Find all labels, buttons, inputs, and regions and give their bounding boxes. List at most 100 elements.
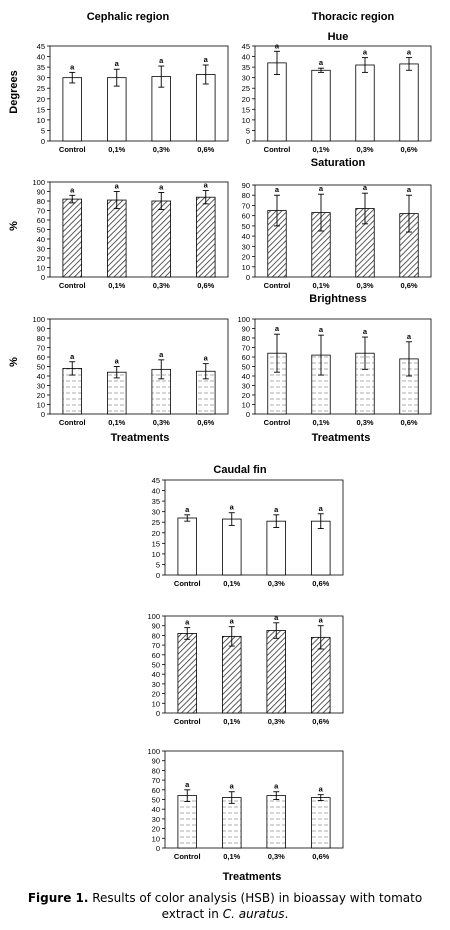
y-tick-label: 70 (37, 344, 45, 353)
x-tick-label: 0,1% (312, 145, 329, 154)
significance-letter: a (274, 505, 279, 514)
bar (222, 797, 242, 849)
x-tick-label: 0,6% (400, 418, 417, 427)
significance-letter: a (319, 325, 324, 334)
y-tick-label: 10 (152, 699, 160, 708)
y-tick-label: 40 (152, 805, 160, 814)
y-tick-label: 0 (41, 410, 45, 419)
x-tick-label: 0,6% (197, 145, 214, 154)
y-tick-label: 45 (152, 476, 160, 485)
y-tick-label: 0 (156, 709, 160, 718)
bar (222, 635, 242, 714)
x-tick-label: 0,1% (108, 281, 125, 290)
significance-letter: a (115, 357, 120, 366)
bar (266, 630, 286, 714)
x-tick-label: 0,3% (356, 418, 373, 427)
bar (151, 200, 171, 278)
caption-label: Figure 1. (27, 891, 89, 905)
y-tick-label: 100 (32, 315, 45, 324)
significance-letter: a (407, 185, 412, 194)
significance-letter: a (275, 324, 280, 333)
significance-letter: a (70, 62, 75, 71)
significance-letter: a (319, 504, 324, 513)
y-tick-label: 0 (156, 844, 160, 853)
x-tick-label: Control (174, 579, 201, 588)
x-tick-label: 0,3% (153, 145, 170, 154)
y-tick-label: 90 (152, 622, 160, 631)
y-tick-label: 30 (152, 680, 160, 689)
y-tick-label: 35 (37, 63, 45, 72)
y-tick-label: 80 (152, 631, 160, 640)
bar (196, 196, 216, 278)
x-tick-label: 0,3% (356, 281, 373, 290)
y-tick-label: 10 (242, 116, 250, 125)
bar (399, 63, 419, 142)
x-tick-label: 0,1% (223, 852, 240, 861)
y-tick-label: 100 (237, 315, 250, 324)
x-tick-label: 0,6% (197, 418, 214, 427)
y-tick-label: 15 (152, 539, 160, 548)
y-tick-label: 40 (152, 670, 160, 679)
y-tick-label: 10 (37, 116, 45, 125)
bar (311, 797, 331, 849)
x-tick-label: Control (59, 281, 86, 290)
significance-letter: a (159, 182, 164, 191)
significance-letter: a (185, 618, 190, 627)
significance-letter: a (363, 48, 368, 57)
y-tick-label: 15 (242, 105, 250, 114)
y-tick-label: 40 (242, 53, 250, 62)
y-tick-label: 50 (242, 222, 250, 231)
y-tick-label: 5 (246, 126, 250, 135)
y-tick-label: 0 (246, 410, 250, 419)
y-tick-label: 15 (37, 105, 45, 114)
y-tick-label: 100 (32, 178, 45, 187)
y-tick-label: 60 (152, 651, 160, 660)
y-tick-label: 0 (246, 273, 250, 282)
y-tick-label: 20 (37, 254, 45, 263)
y-tick-label: 40 (242, 232, 250, 241)
y-tick-label: 70 (37, 207, 45, 216)
y-tick-label: 40 (37, 53, 45, 62)
y-tick-label: 30 (37, 382, 45, 391)
x-tick-label: 0,1% (223, 579, 240, 588)
y-tick-label: 35 (242, 63, 250, 72)
y-tick-label: 80 (242, 191, 250, 200)
y-tick-label: 80 (242, 334, 250, 343)
y-tick-label: 20 (242, 391, 250, 400)
significance-letter: a (363, 327, 368, 336)
heading-saturation: Saturation (311, 157, 366, 169)
x-tick-label: Control (264, 281, 291, 290)
y-tick-label: 20 (242, 253, 250, 262)
significance-letter: a (70, 352, 75, 361)
x-tick-label: 0,1% (108, 418, 125, 427)
y-tick-label: 10 (37, 401, 45, 410)
y-tick-label: 30 (152, 508, 160, 517)
y-tick-label: 50 (37, 363, 45, 372)
y-tick-label: 80 (152, 766, 160, 775)
x-tick-label: 0,6% (312, 579, 329, 588)
y-tick-label: 50 (152, 661, 160, 670)
x-tick-label: 0,6% (400, 281, 417, 290)
y-tick-label: 50 (152, 796, 160, 805)
y-tick-label: 45 (242, 42, 250, 51)
x-tick-label: 0,3% (153, 281, 170, 290)
y-tick-label: 25 (37, 84, 45, 93)
bar (177, 795, 197, 849)
significance-letter: a (159, 56, 164, 65)
y-tick-label: 70 (242, 344, 250, 353)
x-tick-label: Control (264, 418, 291, 427)
bar (177, 517, 197, 576)
bar (311, 520, 331, 576)
x-tick-label: 0,3% (356, 145, 373, 154)
significance-letter: a (230, 503, 235, 512)
x-tick-label: Control (174, 717, 201, 726)
plot-frame (254, 184, 432, 278)
significance-letter: a (204, 354, 209, 363)
bar (107, 371, 127, 415)
y-tick-label: 60 (37, 216, 45, 225)
